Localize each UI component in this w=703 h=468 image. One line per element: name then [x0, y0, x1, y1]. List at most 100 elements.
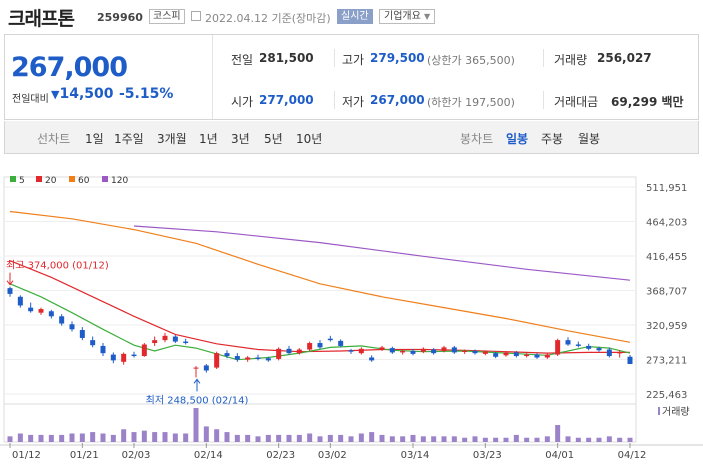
volume-bar — [183, 433, 189, 442]
candle-chart-label[interactable]: 봉차트 — [460, 132, 494, 146]
volume-bar — [307, 433, 313, 442]
x-tick-label: 03/23 — [473, 450, 502, 461]
candle-body — [7, 288, 13, 294]
low-label: 저가 — [342, 95, 365, 109]
period-3m[interactable]: 3개월 — [157, 132, 187, 146]
candle-body — [410, 350, 416, 354]
volume-bar — [338, 434, 344, 442]
candle-body — [482, 351, 488, 354]
volume-bar — [152, 432, 158, 442]
candle-body — [369, 357, 375, 361]
volume-bar — [482, 437, 488, 442]
volume-bar — [555, 425, 561, 442]
period-5y[interactable]: 5년 — [264, 132, 283, 146]
divider — [334, 49, 335, 67]
volume-bar — [379, 434, 385, 442]
candle-body — [503, 352, 509, 356]
candle-body — [348, 350, 354, 352]
legend-swatch — [36, 176, 42, 182]
volume-bar — [224, 432, 230, 442]
volume-bar — [575, 437, 581, 442]
y-tick-label: 320,959 — [646, 321, 687, 332]
volume-bar — [28, 434, 34, 442]
turnover-value: 69,299 백만 — [611, 95, 684, 109]
candle-body — [100, 345, 106, 354]
candle-body — [575, 344, 581, 346]
volume-bar — [203, 426, 209, 442]
candle-body — [172, 336, 178, 342]
volume-label: 거래량 — [554, 53, 588, 67]
candle-body — [110, 354, 116, 361]
candle-body — [338, 340, 344, 346]
volume-bar — [172, 433, 178, 442]
realtime-button[interactable]: 실시간 — [337, 9, 373, 24]
candle-body — [513, 352, 519, 357]
volume-label: 거래량 — [662, 406, 690, 418]
volume-bar — [596, 437, 602, 442]
legend-label: 5 — [19, 176, 25, 186]
chart-toolbar: 선차트 1일 1주일 3개월 1년 3년 5년 10년 봉차트 일봉 주봉 월봉 — [4, 121, 699, 154]
candle-body — [131, 354, 137, 357]
volume-bar — [503, 437, 509, 442]
x-tick-label: 02/23 — [266, 450, 295, 461]
y-tick-label: 273,211 — [646, 356, 687, 367]
y-tick-label: 416,455 — [646, 252, 687, 263]
candle-body — [90, 340, 96, 346]
line-chart-label[interactable]: 선차트 — [37, 132, 71, 146]
candle-body — [441, 347, 447, 351]
volume-bar — [462, 437, 468, 442]
volume-bar — [286, 434, 292, 442]
candle-body — [121, 353, 127, 362]
chevron-down-icon: ▼ — [424, 12, 431, 21]
volume-bar — [493, 437, 499, 442]
volume-bar — [617, 437, 623, 442]
turnover-label: 거래대금 — [554, 95, 599, 109]
company-overview-button[interactable]: 기업개요 ▼ — [379, 9, 436, 24]
x-tick-label: 03/14 — [401, 450, 430, 461]
volume-bar — [565, 436, 571, 442]
period-3y[interactable]: 3년 — [231, 132, 250, 146]
y-tick-label: 368,707 — [646, 287, 687, 298]
period-1w[interactable]: 1주일 — [114, 132, 144, 146]
legend-swatch — [10, 176, 16, 182]
open-value: 277,000 — [259, 93, 314, 107]
stock-code: 259960 — [97, 11, 143, 24]
divider — [334, 91, 335, 109]
quote-panel: 267,000 전일대비 ▼14,500 -5.15% 전일 281,500 고… — [4, 34, 699, 120]
volume-bar — [586, 437, 592, 442]
candle-daily[interactable]: 일봉 — [506, 132, 529, 146]
candle-body — [276, 348, 282, 359]
legend-label: 60 — [78, 176, 90, 186]
period-1y[interactable]: 1년 — [199, 132, 218, 146]
volume-bar — [17, 433, 23, 442]
high-arrow-head — [6, 280, 14, 286]
volume-bar — [513, 434, 519, 442]
volume-plot-frame — [3, 403, 637, 443]
candle-body — [38, 309, 44, 313]
period-1d[interactable]: 1일 — [85, 132, 104, 146]
legend-label: 120 — [111, 176, 128, 186]
candle-weekly[interactable]: 주봉 — [541, 132, 564, 146]
candle-body — [379, 347, 385, 350]
candle-body — [431, 349, 437, 354]
candle-body — [234, 356, 240, 360]
market-badge: 코스피 — [149, 9, 185, 24]
candle-body — [627, 356, 633, 364]
volume-bar — [276, 434, 282, 442]
candle-body — [59, 316, 65, 324]
candle-body — [617, 352, 623, 354]
change-label: 전일대비 — [12, 94, 49, 105]
candle-body — [152, 340, 158, 344]
x-tick-label: 04/01 — [545, 450, 574, 461]
candle-monthly[interactable]: 월봉 — [578, 132, 601, 146]
stock-header: 크래프톤 259960 코스피 2022.04.12 기준(장마감) 실시간 기… — [0, 0, 703, 34]
period-10y[interactable]: 10년 — [296, 132, 323, 146]
candle-body — [203, 365, 209, 371]
volume-bar — [544, 436, 550, 442]
candle-body — [606, 349, 612, 357]
candle-body — [389, 348, 395, 353]
candle-body — [358, 348, 364, 354]
legend-swatch — [69, 176, 75, 182]
candle-body — [586, 345, 592, 349]
volume-bar — [472, 436, 478, 442]
